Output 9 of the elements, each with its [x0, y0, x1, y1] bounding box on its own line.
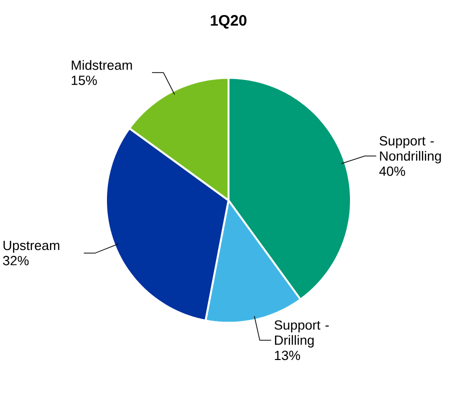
data-label: 15%: [72, 76, 97, 86]
data-label: 13%: [274, 350, 300, 360]
slice-label: Support - Nondrilling: [380, 136, 441, 164]
chart-title: 1Q20: [210, 15, 246, 29]
slice-label: Upstream: [4, 240, 60, 253]
data-label: 32%: [3, 256, 29, 266]
slice-label: Support - Drilling: [274, 320, 329, 348]
data-label: 40%: [379, 166, 406, 176]
slice-label: Midstream: [72, 60, 132, 70]
